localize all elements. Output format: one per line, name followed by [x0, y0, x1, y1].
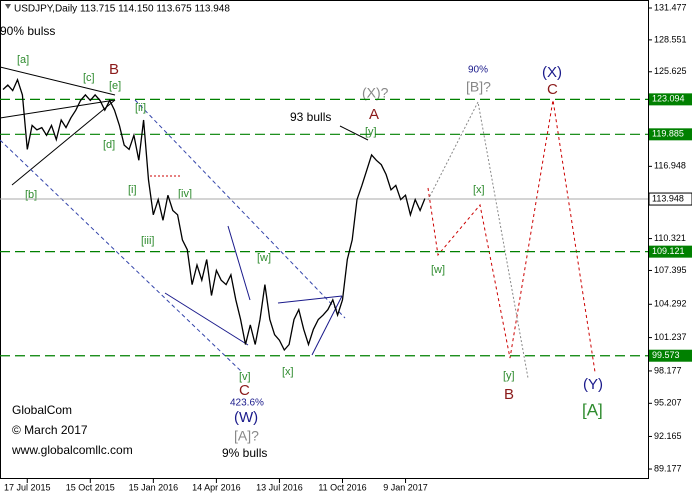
x-tick-label: 9 Jan 2017	[383, 482, 428, 492]
annotation: 90%	[468, 65, 488, 76]
y-tick-label: 95.207	[654, 398, 682, 408]
wave-label: B	[109, 61, 119, 78]
y-tick-label: 131.477	[654, 2, 687, 12]
wave-label: [A]	[582, 400, 603, 419]
wave-label: [iv]	[178, 188, 192, 200]
level-label: 99.573	[652, 350, 680, 360]
annotation: 90% bulss	[0, 24, 55, 38]
wave-label: [i]	[128, 184, 137, 196]
wedge-line	[277, 295, 343, 304]
wave-label: [x]	[473, 184, 485, 196]
symbol-icon	[5, 4, 11, 9]
wave-label: [c]	[83, 72, 95, 84]
wedge-line	[164, 292, 249, 346]
y-tick-label: 92.165	[654, 431, 682, 441]
y-tick-label: 128.551	[654, 34, 687, 44]
watermark: GlobalCom	[12, 403, 72, 417]
level-box	[649, 349, 692, 362]
forecast-path	[427, 99, 596, 373]
wave-label: [b]	[25, 189, 37, 201]
x-tick-label: 15 Oct 2015	[66, 482, 115, 492]
wave-label: [y]	[365, 126, 377, 138]
wave-label: A	[369, 106, 379, 123]
wave-label: [a]	[17, 54, 29, 66]
y-tick-label: 110.321	[654, 233, 686, 243]
wave-label: [w]	[257, 252, 271, 264]
x-tick-label: 14 Apr 2016	[192, 482, 241, 492]
watermark: © March 2017	[12, 423, 88, 437]
y-tick-label: 101.237	[654, 332, 687, 342]
watermark: www.globalcomllc.com	[11, 443, 133, 457]
y-tick-label: 125.625	[654, 66, 687, 76]
wave-label: [B]?	[466, 79, 491, 95]
wave-label: [A]?	[234, 428, 259, 444]
last-price-box	[648, 192, 692, 206]
price-line	[2, 77, 426, 352]
chart-title: USDJPY,Daily 113.715 114.150 113.675 113…	[14, 4, 230, 15]
wave-label: [d]	[103, 139, 115, 151]
trend-line	[0, 99, 116, 119]
wave-label: (X)	[542, 64, 562, 81]
trend-line	[11, 99, 116, 186]
x-tick-label: 13 Jul 2016	[256, 482, 303, 492]
annotation: 9% bulls	[222, 446, 267, 460]
level-box	[649, 245, 692, 258]
level-label: 119.885	[652, 129, 684, 139]
annotation: 93 bulls	[290, 110, 331, 124]
wave-label: B	[504, 386, 514, 403]
wave-label: [iii]	[141, 235, 154, 247]
annotation: 423.6%	[230, 398, 264, 409]
pattern-lines	[0, 66, 596, 379]
wave-label: [ii]	[135, 102, 146, 114]
wave-label: [x]	[282, 366, 294, 378]
wave-label: (Y)	[583, 376, 603, 393]
level-box	[649, 128, 692, 141]
x-tick-label: 15 Jan 2016	[129, 482, 179, 492]
wave-label: C	[239, 382, 250, 399]
channel-line	[0, 139, 243, 373]
wave-label: C	[547, 81, 558, 98]
wave-label: (X)?	[362, 85, 389, 101]
y-tick-label: 89.177	[654, 463, 682, 473]
y-tick-label: 107.395	[654, 265, 687, 275]
trend-line	[0, 66, 116, 96]
last-price-label: 113.948	[652, 193, 684, 203]
channel-line	[134, 99, 346, 319]
pointer-line	[339, 125, 369, 141]
wave-label: [w]	[431, 264, 445, 276]
wave-label: (W)	[234, 409, 258, 426]
x-tick-label: 11 Oct 2016	[318, 482, 366, 492]
y-tick-label: 104.292	[654, 299, 687, 309]
x-tick-label: 17 Jul 2015	[4, 482, 51, 492]
forecast-path	[427, 100, 529, 379]
wave-label: [y]	[503, 370, 515, 382]
level-label: 123.094	[652, 94, 685, 104]
plot-frame	[0, 0, 649, 479]
y-tick-label: 116.948	[654, 161, 686, 171]
level-label: 109.121	[652, 246, 685, 256]
wave-label: [e]	[109, 80, 121, 92]
wave-label: [v]	[239, 371, 251, 383]
level-box	[649, 93, 692, 106]
y-tick-label: 98.177	[654, 365, 682, 375]
wedge-line	[311, 295, 343, 356]
wedge-line	[227, 225, 251, 301]
